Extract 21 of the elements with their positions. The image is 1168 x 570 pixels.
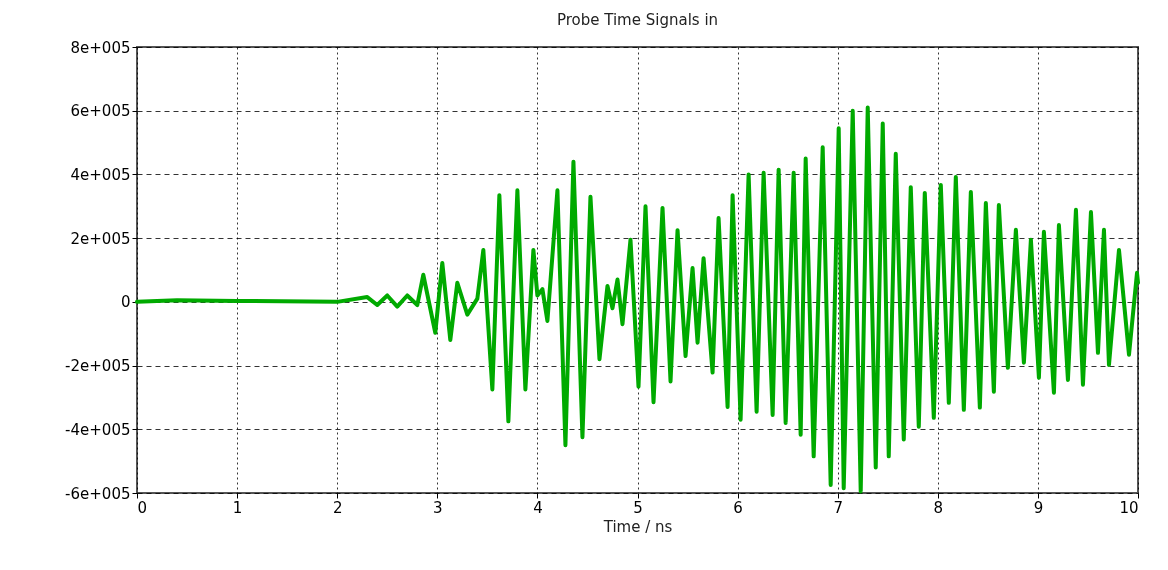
x-tick-label: 6 [733,498,743,517]
x-tick-label: 4 [533,498,543,517]
x-tick-label: 1 [232,498,243,517]
y-tick-label: -4e+005 [65,420,131,439]
y-tick-label: 4e+005 [70,165,131,184]
x-tick-label: 9 [1033,498,1044,517]
x-tick-label: 10 [1119,498,1139,517]
y-tick-label: 6e+005 [70,102,131,121]
x-tick-label: 8 [933,498,944,517]
x-tick-label: 7 [833,498,843,517]
x-axis-title: Time / ns [602,517,673,536]
x-tick-label: 0 [137,498,148,517]
y-tick-label: 2e+005 [70,229,131,248]
x-tick-label: 2 [332,498,343,517]
y-tick-label: -6e+005 [65,484,131,503]
chart-title: Probe Time Signals in [556,11,719,29]
y-tick-label: 0 [120,293,131,312]
x-tick-label: 3 [433,498,443,517]
y-tick-label: 8e+005 [70,38,131,57]
y-tick-label: -2e+005 [65,357,131,376]
x-tick-label: 5 [633,498,643,517]
